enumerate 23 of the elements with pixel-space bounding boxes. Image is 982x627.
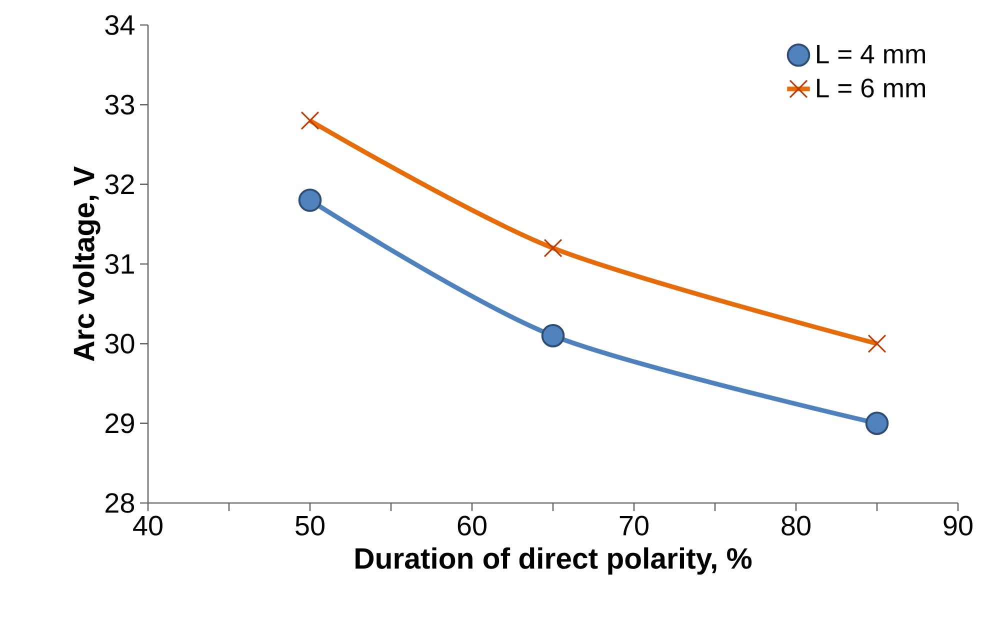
y-tick-label: 30 (105, 334, 134, 354)
point (298, 188, 322, 212)
x-tick-label: 70 (620, 516, 648, 536)
x-tick-label: 50 (296, 516, 324, 536)
y-tick-label: 33 (105, 94, 134, 115)
x-tick-label: 90 (944, 516, 972, 536)
x-axis-title: Duration of direct polarity, % (356, 547, 752, 575)
point (541, 324, 565, 348)
y-axis-title: Arc voltage, V (72, 166, 100, 362)
y-tick-label: 29 (106, 413, 134, 434)
y-tick-label: 28 (106, 493, 134, 513)
y-tick-label: 34 (105, 15, 134, 35)
y-tick-label: 31 (105, 254, 134, 274)
point (865, 412, 889, 435)
point (868, 334, 886, 353)
legend-label: L = 4 mm (817, 44, 925, 64)
point (300, 111, 320, 130)
y-tick-label: 32 (105, 174, 134, 194)
x-tick-label: 40 (133, 516, 162, 536)
legend-label: L = 6 mm (817, 78, 925, 98)
x-tick-label: 80 (782, 516, 810, 536)
point (544, 238, 562, 258)
x-tick-label: 60 (458, 516, 486, 536)
